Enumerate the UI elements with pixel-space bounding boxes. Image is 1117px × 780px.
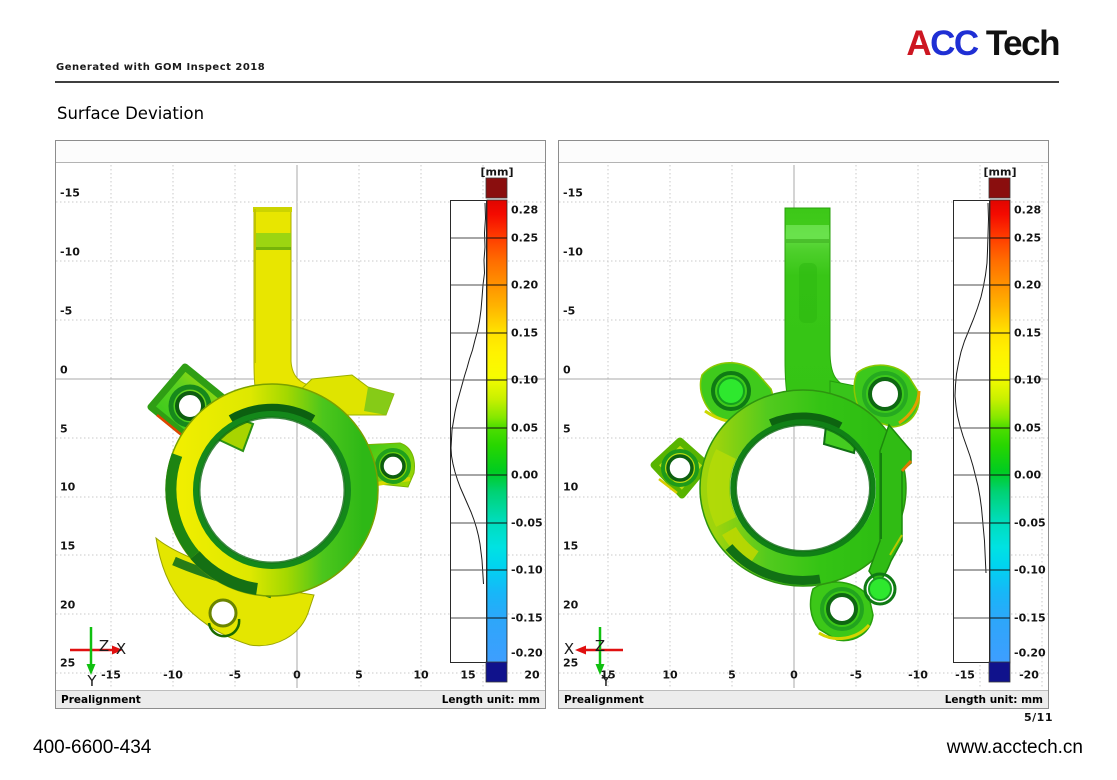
deviation-scale <box>953 177 1011 683</box>
page-title: Surface Deviation <box>57 104 205 123</box>
histogram-curve <box>954 202 990 574</box>
top-left-boss <box>717 377 745 405</box>
status-alignment: Prealignment <box>61 693 141 706</box>
coordinate-triad-icon <box>70 627 123 675</box>
bottom-right-boss <box>868 577 892 601</box>
bottom-lug-hole <box>826 593 858 625</box>
colorbar-over-cap <box>988 177 1011 199</box>
generator-note: Generated with GOM Inspect 2018 <box>56 62 266 73</box>
footer-website: www.acctech.cn <box>946 737 1083 758</box>
colorbar-gradient <box>486 199 508 664</box>
top-right-lug-hole <box>868 377 902 411</box>
histogram-box <box>953 200 990 663</box>
panel-3d-view: [mm] -15 -10 -5 0 5 10 15 20 25 15 10 5 0 -5 -10 -15 -20… <box>559 163 1048 690</box>
logo-letters-cc: CC <box>930 24 979 63</box>
status-bar: Prealignment Length unit: mm <box>56 690 545 708</box>
status-bar: Prealignment Length unit: mm <box>559 690 1048 708</box>
colorbar-gradient <box>989 199 1011 664</box>
footer-phone: 400-6600-434 <box>33 737 152 758</box>
colorbar-under-cap <box>988 661 1011 683</box>
right-lug-hole <box>380 453 406 479</box>
status-length-unit: Length unit: mm <box>441 693 540 706</box>
part-back-view <box>650 207 921 642</box>
viewport-panel-front: [mm] -15 -10 -5 0 5 10 15 20 25 -15 -10 -5 0 5 10 15 20 0… <box>55 140 546 709</box>
left-lug-hole <box>666 454 694 482</box>
page-number: 5/11 <box>1024 711 1053 724</box>
panel-3d-view: [mm] -15 -10 -5 0 5 10 15 20 25 -15 -10 -5 0 5 10 15 20 0… <box>56 163 545 690</box>
brand-logo: ACC Tech <box>906 24 1061 64</box>
part-ring <box>165 383 379 597</box>
coordinate-triad-icon <box>575 627 623 675</box>
status-alignment: Prealignment <box>564 693 644 706</box>
colorbar-under-cap <box>485 661 508 683</box>
bottom-lug-hole <box>208 598 238 628</box>
header-rule <box>55 81 1059 83</box>
part-right-flange <box>868 423 912 585</box>
histogram-box <box>450 200 487 663</box>
deviation-scale <box>450 177 508 683</box>
logo-word-tech: Tech <box>977 24 1061 63</box>
panel-header-bar <box>56 141 545 163</box>
colorbar-over-cap <box>485 177 508 199</box>
histogram-curve <box>450 202 487 585</box>
logo-letter-a: A <box>906 24 931 63</box>
panel-header-bar <box>559 141 1048 163</box>
part-front-view <box>147 207 415 647</box>
status-length-unit: Length unit: mm <box>944 693 1043 706</box>
viewport-panel-back: [mm] -15 -10 -5 0 5 10 15 20 25 15 10 5 0 -5 -10 -15 -20… <box>558 140 1049 709</box>
top-left-lug-hole <box>175 391 205 421</box>
